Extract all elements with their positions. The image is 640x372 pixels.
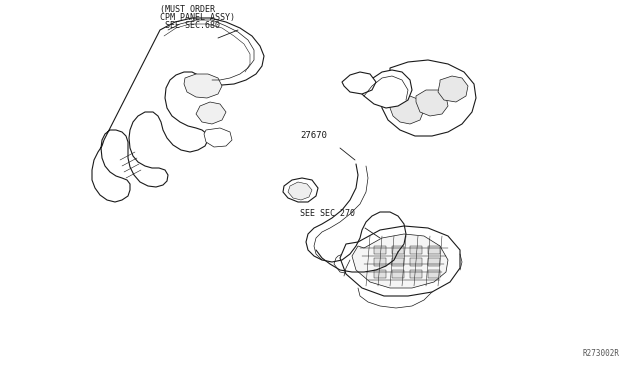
Polygon shape (380, 60, 476, 136)
Polygon shape (390, 96, 424, 124)
Text: 27670: 27670 (300, 131, 327, 140)
Text: SEE SEC 270: SEE SEC 270 (300, 209, 355, 218)
Text: R273002R: R273002R (583, 349, 620, 358)
Polygon shape (352, 234, 448, 288)
Polygon shape (334, 252, 364, 274)
Polygon shape (374, 258, 386, 266)
Polygon shape (428, 246, 440, 254)
Polygon shape (288, 182, 312, 200)
Polygon shape (340, 226, 460, 296)
Text: (MUST ORDER: (MUST ORDER (160, 5, 215, 14)
Text: CPM PANEL ASSY): CPM PANEL ASSY) (160, 13, 235, 22)
Polygon shape (92, 18, 264, 202)
Polygon shape (428, 270, 440, 278)
Polygon shape (392, 270, 404, 278)
Polygon shape (438, 76, 468, 102)
Polygon shape (184, 74, 222, 98)
Polygon shape (342, 72, 376, 94)
Polygon shape (204, 128, 232, 147)
Polygon shape (410, 258, 422, 266)
Polygon shape (374, 270, 386, 278)
Polygon shape (410, 270, 422, 278)
Polygon shape (410, 246, 422, 254)
Polygon shape (374, 246, 386, 254)
Polygon shape (360, 70, 412, 108)
Polygon shape (283, 178, 318, 202)
Polygon shape (392, 246, 404, 254)
Polygon shape (392, 258, 404, 266)
Polygon shape (196, 102, 226, 124)
Polygon shape (416, 90, 448, 116)
Text: SEE SEC.680: SEE SEC.680 (165, 21, 220, 30)
Polygon shape (428, 258, 440, 266)
